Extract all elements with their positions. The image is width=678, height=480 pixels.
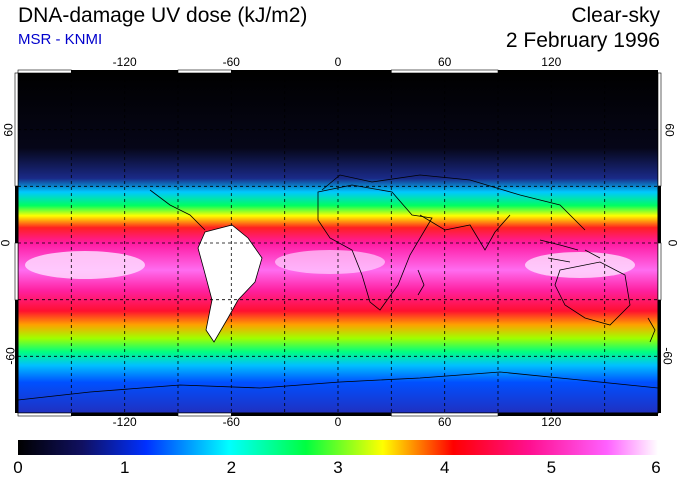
colorbar-label: 2 [226, 458, 237, 477]
colorbar-label: 5 [546, 458, 557, 477]
condition-label: Clear-sky [571, 4, 660, 27]
lat-tick-right: 0 [666, 240, 678, 247]
date-label: 2 February 1996 [505, 29, 660, 52]
central-america-outline [149, 189, 206, 231]
antarctica-coastline [18, 371, 658, 401]
lat-tick-right: 60 [662, 123, 677, 137]
lat-tick-left: 0 [0, 240, 12, 247]
south-america-landmass [197, 224, 263, 343]
map-frame [14, 69, 662, 417]
africa-outline [317, 184, 433, 311]
map-content [18, 73, 658, 413]
madagascar-outline [417, 269, 425, 296]
high-uv-patch [25, 251, 145, 279]
high-uv-patch [275, 250, 385, 274]
gridlines [18, 73, 658, 413]
india-outline [419, 214, 511, 251]
colorbar-label: 6 [651, 458, 661, 477]
map-title: DNA-damage UV dose (kJ/m2) [18, 4, 308, 27]
lon-tick-top: 0 [334, 55, 342, 69]
high-uv-patch [525, 252, 635, 278]
lon-tick-top: 60 [438, 55, 452, 69]
lon-tick-top: -60 [222, 55, 240, 69]
lon-tick-top: -120 [112, 55, 137, 69]
colorbar-label: 1 [119, 458, 130, 477]
lon-tick-bottom: 120 [541, 415, 562, 429]
lon-tick-bottom: 60 [438, 415, 452, 429]
lon-tick-top: 120 [541, 55, 562, 69]
new-zealand-outline [647, 317, 656, 343]
lat-tick-left: 60 [1, 123, 16, 137]
indonesia-outline [539, 239, 601, 263]
lat-tick-right: -60 [660, 347, 675, 365]
colorbar-label: 3 [333, 458, 343, 477]
colorbar-label: 0 [13, 458, 23, 477]
lon-tick-bottom: -120 [112, 415, 137, 429]
australia-outline [554, 261, 631, 326]
colorbar-label: 4 [439, 458, 450, 477]
colorbar [18, 440, 658, 455]
source-label: MSR - KNMI [18, 31, 103, 48]
lat-tick-left: -60 [3, 347, 18, 365]
lon-tick-bottom: 0 [334, 415, 342, 429]
lon-tick-bottom: -60 [222, 415, 240, 429]
